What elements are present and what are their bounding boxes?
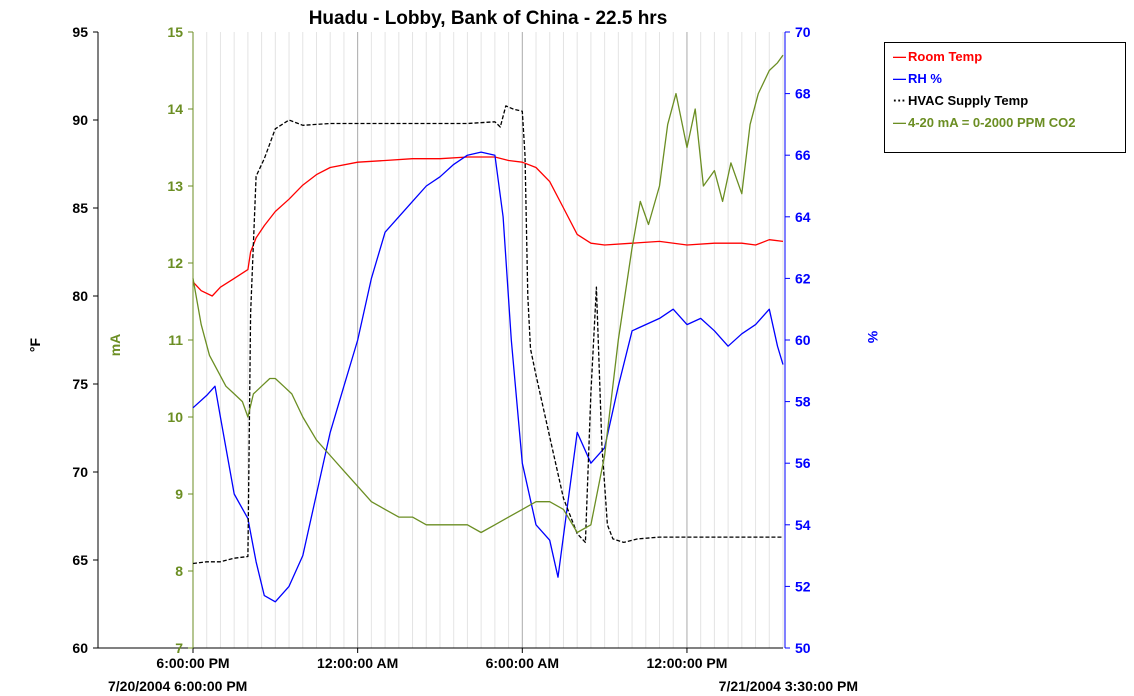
series-line-rh- xyxy=(192,151,784,603)
legend-item-co2: —4-20 mA = 0-2000 PPM CO2 xyxy=(893,115,1076,130)
legend-item-hvac: ··· HVAC Supply Temp xyxy=(893,93,1028,108)
legend-label: RH % xyxy=(908,71,942,86)
legend-swatch-dashed: ··· xyxy=(893,93,906,108)
left2-axis-tick-label: 12 xyxy=(167,255,183,271)
right-axis-tick-label: 70 xyxy=(795,24,811,40)
right-axis-tick-label: 52 xyxy=(795,578,811,594)
x-tick-label: 12:00:00 AM xyxy=(317,655,398,671)
series-layer xyxy=(192,54,784,603)
legend-item-rh: — RH % xyxy=(893,71,942,86)
left2-axis-tick-label: 9 xyxy=(175,486,183,502)
legend-swatch-solid: — xyxy=(893,71,906,86)
left2-axis-tick-label: 14 xyxy=(167,101,183,117)
vertical-grid xyxy=(192,32,784,648)
left-axis-tick-label: 70 xyxy=(72,464,88,480)
left2-axis-tick-label: 15 xyxy=(167,24,183,40)
series-line-4-20-ma-0-2000-ppm-co2 xyxy=(192,54,784,534)
left2-axis-tick-label: 11 xyxy=(168,332,183,348)
left-axis-tick-label: 95 xyxy=(72,24,88,40)
legend-swatch-solid: — xyxy=(893,49,906,64)
legend-swatch-solid: — xyxy=(893,115,906,130)
right-axis-tick-label: 54 xyxy=(795,517,811,533)
left-axis-tick-label: 65 xyxy=(72,552,88,568)
right-axis-tick-label: 60 xyxy=(795,332,811,348)
right-axis-tick-label: 58 xyxy=(795,394,811,410)
right-axis-tick-label: 64 xyxy=(795,209,811,225)
right-axis-tick-label: 62 xyxy=(795,270,811,286)
axes: 6:00:00 PM 12:00:00 AM 6:00:00 AM 12:00:00 … xyxy=(72,24,810,671)
x-start-label: 7/20/2004 6:00:00 PM xyxy=(108,678,247,694)
legend-label: 4-20 mA = 0-2000 PPM CO2 xyxy=(908,115,1076,130)
x-tick-label: 6:00:00 PM xyxy=(156,655,229,671)
series-line-hvac-supply-temp xyxy=(192,105,783,565)
left-axis-tick-label: 80 xyxy=(72,288,88,304)
left2-axis-tick-label: 7 xyxy=(175,640,183,656)
series-line-room-temp xyxy=(192,156,784,297)
right-axis-tick-label: 68 xyxy=(795,86,811,102)
chart-title: Huadu - Lobby, Bank of China - 22.5 hrs xyxy=(309,8,668,29)
left-axis-tick-label: 85 xyxy=(72,200,88,216)
left-axis-label: °F xyxy=(27,337,43,352)
x-end-label: 7/21/2004 3:30:00 PM xyxy=(719,678,858,694)
legend-label: Room Temp xyxy=(908,49,983,64)
left2-axis-label: mA xyxy=(107,334,123,357)
left-axis-tick-label: 60 xyxy=(72,640,88,656)
legend-item-room-temp: — Room Temp xyxy=(893,49,982,64)
right-axis-tick-label: 50 xyxy=(795,640,811,656)
left2-axis-tick-label: 8 xyxy=(175,563,183,579)
right-axis-tick-label: 66 xyxy=(795,147,811,163)
right-axis-label: % xyxy=(865,331,881,344)
legend-label: HVAC Supply Temp xyxy=(908,93,1029,108)
left2-axis-tick-label: 13 xyxy=(167,178,183,194)
x-tick-label: 12:00:00 PM xyxy=(646,655,727,671)
x-tick-label: 6:00:00 AM xyxy=(486,655,559,671)
left2-axis-tick-label: 10 xyxy=(167,409,183,425)
legend: — Room Temp — RH % ··· HVAC Supply Temp —4-… xyxy=(884,42,1126,153)
right-axis-tick-label: 56 xyxy=(795,455,811,471)
left-axis-tick-label: 75 xyxy=(72,376,88,392)
left-axis-tick-label: 90 xyxy=(72,112,88,128)
